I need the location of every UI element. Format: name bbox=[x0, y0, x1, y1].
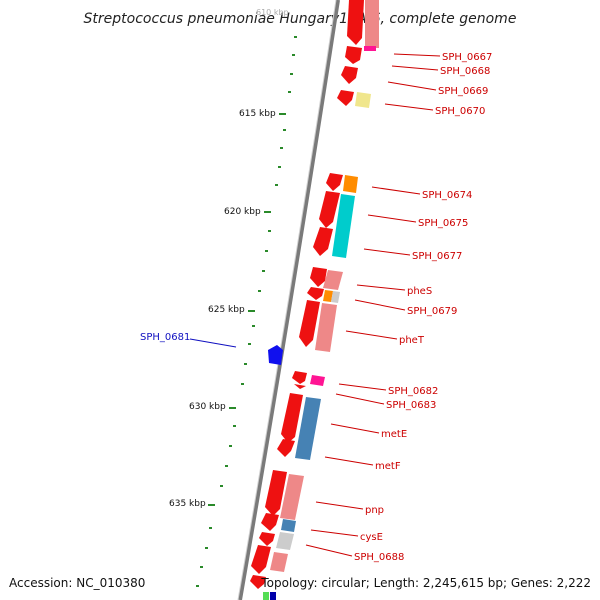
gene-label-sph-0674[interactable]: SPH_0674 bbox=[422, 190, 472, 201]
gene-label-sph-0668[interactable]: SPH_0668 bbox=[440, 66, 490, 77]
gene-label-sph-0667[interactable]: SPH_0667 bbox=[442, 52, 492, 63]
kbp-label-615: 615 kbp bbox=[239, 109, 276, 119]
gene-label-sph-0669[interactable]: SPH_0669 bbox=[438, 86, 488, 97]
gene-label-sph-0683[interactable]: SPH_0683 bbox=[386, 400, 436, 411]
accession-text: Accession: NC_010380 bbox=[9, 576, 145, 590]
highlighted-gene-sph-0681[interactable] bbox=[268, 345, 283, 365]
kbp-label-625: 625 kbp bbox=[208, 305, 245, 315]
gene-label-pnp[interactable]: pnp bbox=[365, 505, 384, 516]
gene-label-sph-0681[interactable]: SPH_0681 bbox=[140, 332, 190, 343]
gene-arrows bbox=[250, 0, 364, 589]
gene-label-sph-0675[interactable]: SPH_0675 bbox=[418, 218, 468, 229]
genome-backbone bbox=[238, 0, 340, 600]
gene-label-sph-0679[interactable]: SPH_0679 bbox=[407, 306, 457, 317]
gene-label-sph-0670[interactable]: SPH_0670 bbox=[435, 106, 485, 117]
gene-label-sph-0688[interactable]: SPH_0688 bbox=[354, 552, 404, 563]
kbp-label-620: 620 kbp bbox=[224, 207, 261, 217]
map-title: Streptococcus pneumoniae Hungary19A-6, c… bbox=[84, 11, 517, 27]
outer-tick-ring bbox=[196, 36, 297, 587]
label-leader-line-blue bbox=[189, 338, 237, 348]
gene-label-metf[interactable]: metF bbox=[375, 461, 401, 472]
label-leader-lines bbox=[305, 53, 441, 557]
kbp-label-635: 635 kbp bbox=[169, 499, 206, 509]
genome-backbone-highlight bbox=[237, 0, 337, 600]
gene-label-phes[interactable]: pheS bbox=[407, 286, 432, 297]
gene-label-cyse[interactable]: cysE bbox=[360, 532, 383, 543]
gene-label-phet[interactable]: pheT bbox=[399, 335, 425, 346]
kbp-major-ticks bbox=[208, 113, 286, 506]
gene-label-mete[interactable]: metE bbox=[381, 429, 407, 440]
cog-track bbox=[263, 0, 379, 600]
gene-label-sph-0682[interactable]: SPH_0682 bbox=[388, 386, 438, 397]
genome-summary-text: Topology: circular; Length: 2,245,615 bp… bbox=[260, 576, 591, 590]
kbp-label-630: 630 kbp bbox=[189, 402, 226, 412]
gene-label-sph-0677[interactable]: SPH_0677 bbox=[412, 251, 462, 262]
kbp-label-610: 610 kbp bbox=[256, 8, 289, 17]
